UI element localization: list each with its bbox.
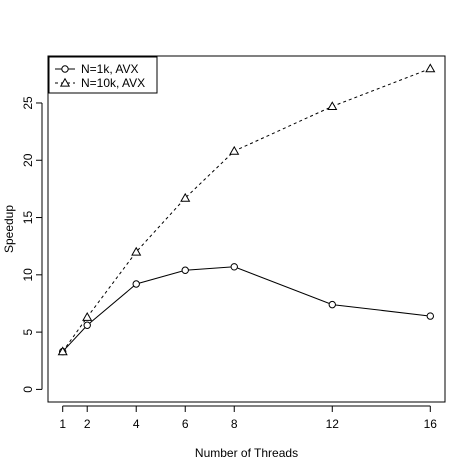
y-tick-label: 5 [21, 328, 35, 335]
data-point [426, 312, 434, 320]
x-tick-label: 4 [133, 417, 140, 431]
series-2 [57, 63, 436, 356]
data-point [181, 266, 189, 274]
x-tick-label: 6 [182, 417, 189, 431]
legend-label: N=10k, AVX [81, 76, 145, 90]
x-axis-ticks: 1 2 4 6 8 12 16 [59, 406, 437, 431]
data-point [180, 192, 191, 202]
y-tick-label: 20 [21, 153, 35, 167]
legend-label: N=1k, AVX [81, 62, 138, 76]
series-line [62, 266, 431, 352]
data-point [132, 280, 140, 288]
data-point [83, 321, 91, 329]
legend-swatch-marker [59, 77, 71, 87]
legend-box [48, 56, 158, 94]
data-point [82, 312, 93, 321]
x-tick-label: 2 [84, 417, 91, 431]
data-point [57, 346, 68, 356]
data-point [229, 145, 240, 155]
y-tick-label: 0 [21, 386, 35, 393]
plot-box [47, 55, 446, 403]
data-point [328, 300, 336, 309]
y-axis-title: Speedup [2, 205, 16, 253]
x-axis-title: Number of Threads [195, 446, 298, 460]
series-1 [59, 263, 434, 356]
x-tick-label: 8 [231, 417, 238, 431]
data-point [131, 246, 142, 256]
y-tick-label: 10 [21, 268, 35, 282]
plot-area [47, 55, 446, 403]
x-tick-label: 16 [424, 417, 438, 431]
y-axis-ticks: 0 5 10 15 20 25 [21, 96, 42, 393]
legend-swatch-marker [61, 65, 69, 73]
x-tick-label: 12 [326, 417, 340, 431]
data-point [327, 101, 338, 111]
y-tick-label: 25 [21, 96, 35, 110]
data-point [425, 63, 436, 73]
y-tick-label: 15 [21, 211, 35, 225]
data-point [230, 263, 238, 271]
x-tick-label: 1 [59, 417, 66, 431]
